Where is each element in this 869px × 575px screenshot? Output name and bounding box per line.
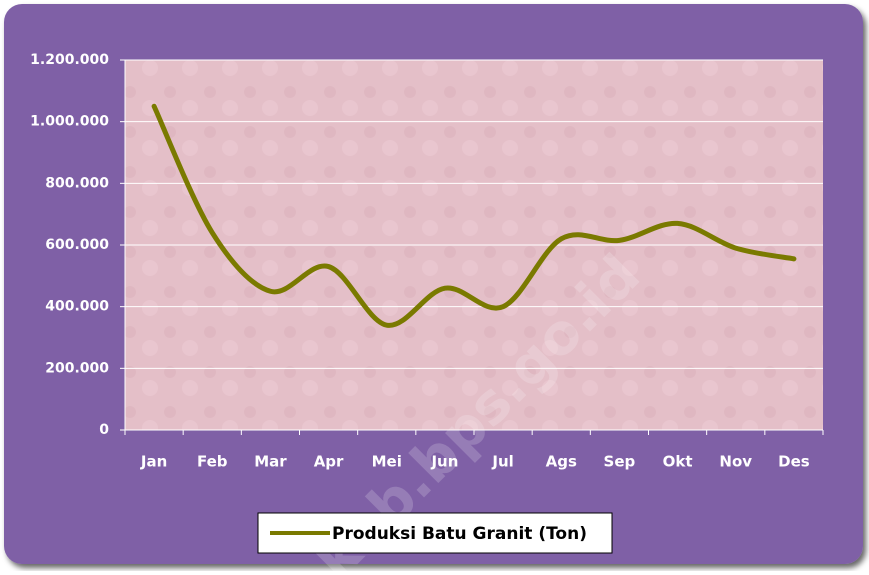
y-tick-label: 200.000 <box>45 360 109 376</box>
x-tick-label: Nov <box>719 453 752 471</box>
x-tick-label: Sep <box>604 453 636 471</box>
y-tick-label: 400.000 <box>45 299 109 315</box>
x-tick-label: Mar <box>254 453 287 471</box>
y-tick-label: 800.000 <box>45 175 109 191</box>
x-tick-label: Okt <box>663 453 693 471</box>
x-tick-label: Des <box>778 453 810 471</box>
x-tick-label: Feb <box>197 453 228 471</box>
y-tick-label: 1.000.000 <box>30 114 109 130</box>
x-tick-label: Ags <box>546 453 577 471</box>
y-tick-label: 600.000 <box>45 237 109 253</box>
x-tick-label: Jul <box>491 453 513 471</box>
legend-label: Produksi Batu Granit (Ton) <box>332 524 587 544</box>
line <box>151 103 797 328</box>
x-tick-label: Jun <box>430 453 458 471</box>
x-tick-label: Jan <box>140 453 167 471</box>
x-tick-label: Mei <box>372 453 402 471</box>
x-tick-label: Apr <box>314 453 344 471</box>
y-tick-label: 0 <box>99 422 109 438</box>
y-tick-label: 1.200.000 <box>30 52 109 68</box>
